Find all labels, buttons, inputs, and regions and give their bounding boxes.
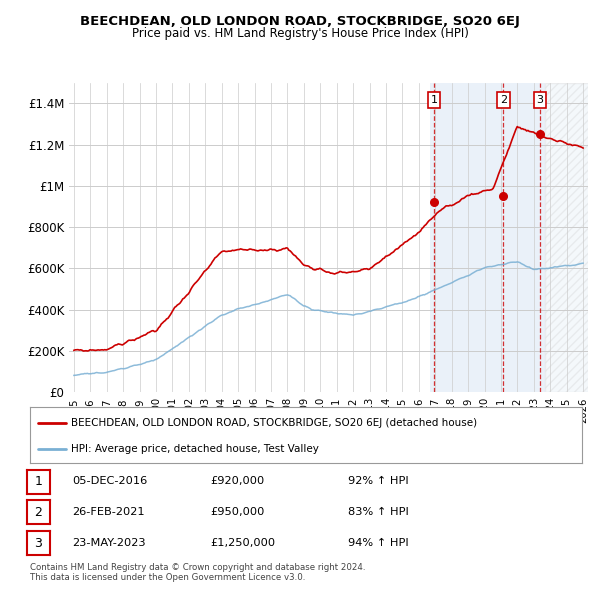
Text: 26-FEB-2021: 26-FEB-2021	[72, 507, 145, 517]
Text: 94% ↑ HPI: 94% ↑ HPI	[348, 538, 409, 548]
Text: 1: 1	[430, 95, 437, 105]
Text: BEECHDEAN, OLD LONDON ROAD, STOCKBRIDGE, SO20 6EJ (detached house): BEECHDEAN, OLD LONDON ROAD, STOCKBRIDGE,…	[71, 418, 478, 428]
Text: 3: 3	[34, 537, 43, 550]
Text: £920,000: £920,000	[210, 477, 264, 486]
Text: Contains HM Land Registry data © Crown copyright and database right 2024.
This d: Contains HM Land Registry data © Crown c…	[30, 563, 365, 582]
Text: Price paid vs. HM Land Registry's House Price Index (HPI): Price paid vs. HM Land Registry's House …	[131, 27, 469, 40]
Text: 83% ↑ HPI: 83% ↑ HPI	[348, 507, 409, 517]
Bar	[545, 83, 591, 392]
Text: 3: 3	[536, 95, 544, 105]
Text: £1,250,000: £1,250,000	[210, 538, 275, 548]
Text: 23-MAY-2023: 23-MAY-2023	[72, 538, 146, 548]
Text: HPI: Average price, detached house, Test Valley: HPI: Average price, detached house, Test…	[71, 444, 319, 454]
Text: £950,000: £950,000	[210, 507, 265, 517]
Text: BEECHDEAN, OLD LONDON ROAD, STOCKBRIDGE, SO20 6EJ: BEECHDEAN, OLD LONDON ROAD, STOCKBRIDGE,…	[80, 15, 520, 28]
Text: 2: 2	[34, 506, 43, 519]
Text: 05-DEC-2016: 05-DEC-2016	[72, 477, 147, 486]
Text: 1: 1	[34, 476, 43, 489]
Text: 2: 2	[500, 95, 507, 105]
Text: 92% ↑ HPI: 92% ↑ HPI	[348, 477, 409, 486]
Bar	[430, 83, 545, 392]
